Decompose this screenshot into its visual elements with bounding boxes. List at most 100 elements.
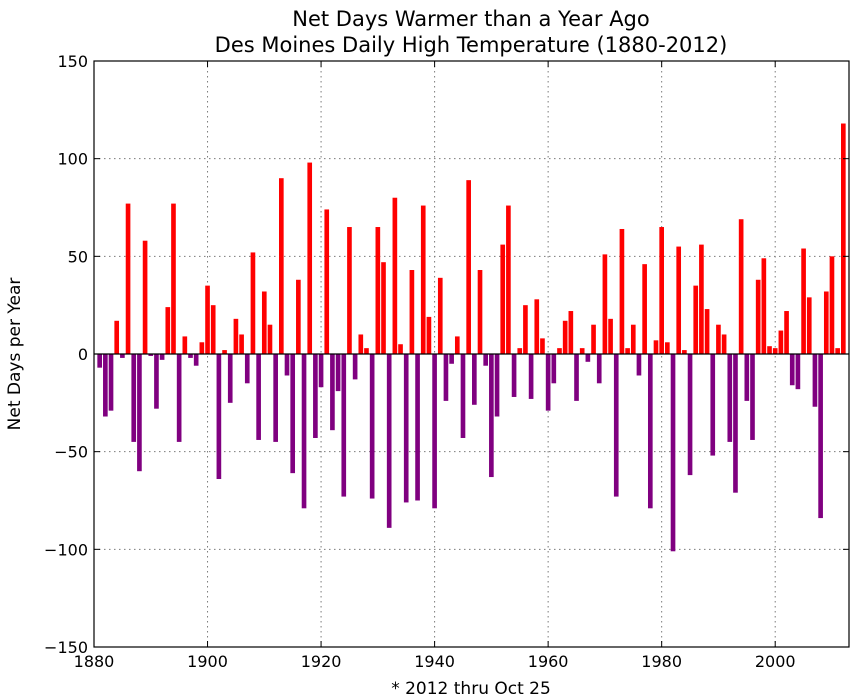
bar-1981 <box>665 342 670 354</box>
bar-2006 <box>806 297 812 354</box>
bar-1992 <box>727 354 733 442</box>
y-tick-label: 0 <box>78 345 88 364</box>
bar-1997 <box>755 279 761 354</box>
bar-1911 <box>267 324 273 354</box>
bar-1966 <box>579 348 585 354</box>
bar-1991 <box>721 334 727 354</box>
bar-2012 <box>841 123 846 354</box>
bar-1940 <box>432 354 437 509</box>
x-tick-label: 1880 <box>74 652 115 671</box>
bar-1904 <box>227 354 233 403</box>
bar-1885 <box>120 354 125 358</box>
bar-1908 <box>250 252 256 354</box>
bar-1971 <box>608 318 613 354</box>
bar-1929 <box>369 354 375 499</box>
bar-1988 <box>704 309 710 354</box>
bar-1995 <box>744 354 750 401</box>
x-tick-label: 1920 <box>301 652 342 671</box>
bar-1979 <box>653 340 659 354</box>
bar-2008 <box>818 354 823 519</box>
bar-2002 <box>784 311 789 354</box>
bar-2000 <box>772 348 778 354</box>
bar-1963 <box>562 320 568 354</box>
bar-1905 <box>233 318 239 354</box>
bar-1935 <box>403 354 409 503</box>
bar-2003 <box>789 354 795 386</box>
bar-1928 <box>364 348 369 354</box>
bar-1982 <box>670 354 676 552</box>
y-tick-label: −150 <box>44 638 88 657</box>
bar-1886 <box>125 203 131 354</box>
bar-1967 <box>585 354 591 362</box>
bar-1930 <box>375 227 381 354</box>
bar-1919 <box>313 354 318 438</box>
bar-1924 <box>341 354 347 497</box>
bar-1927 <box>358 334 364 354</box>
bar-1943 <box>449 354 454 364</box>
bar-1881 <box>97 354 102 368</box>
bar-1990 <box>716 324 721 354</box>
bar-1891 <box>154 354 159 409</box>
bar-1951 <box>494 354 500 417</box>
y-tick-label: 150 <box>57 52 88 71</box>
bar-1915 <box>290 354 296 474</box>
bar-1942 <box>443 354 449 401</box>
bar-1937 <box>415 354 420 501</box>
bar-1996 <box>750 354 755 440</box>
bar-1968 <box>591 324 596 354</box>
bar-1897 <box>188 354 193 358</box>
x-tick-label: 1940 <box>414 652 455 671</box>
bar-1902 <box>216 354 222 480</box>
bar-1978 <box>647 354 653 509</box>
bar-1958 <box>534 299 540 354</box>
bar-1922 <box>330 354 335 431</box>
y-tick-label: 50 <box>68 247 88 266</box>
bar-1926 <box>352 354 358 380</box>
bar-1989 <box>710 354 716 456</box>
bar-1893 <box>165 307 171 354</box>
bar-1956 <box>523 305 528 354</box>
bars <box>97 123 846 552</box>
bar-1925 <box>347 227 352 354</box>
bar-1973 <box>619 228 625 354</box>
bar-1913 <box>279 178 284 354</box>
bar-1987 <box>699 244 704 354</box>
bar-2010 <box>829 256 835 354</box>
bar-1912 <box>273 354 278 442</box>
bar-1998 <box>761 258 767 354</box>
bar-1950 <box>489 354 494 478</box>
bar-1931 <box>381 262 386 354</box>
y-tick-label: −100 <box>44 540 88 559</box>
y-axis-label: Net Days per Year <box>5 278 25 431</box>
bar-1974 <box>625 348 630 354</box>
bar-1909 <box>256 354 261 440</box>
bar-1882 <box>103 354 108 417</box>
bar-1900 <box>205 285 210 354</box>
bar-1948 <box>477 270 483 354</box>
bar-1898 <box>193 354 199 366</box>
y-tick-label: 100 <box>57 150 88 169</box>
bar-1986 <box>693 285 699 354</box>
bar-1947 <box>472 354 477 405</box>
bar-1883 <box>108 354 114 411</box>
x-axis-label: * 2012 thru Oct 25 <box>391 679 551 699</box>
bar-1994 <box>738 219 744 354</box>
bar-1980 <box>659 227 664 354</box>
bar-1899 <box>199 342 205 354</box>
bar-1895 <box>176 354 182 442</box>
bar-1923 <box>335 354 341 392</box>
bar-1993 <box>733 354 738 493</box>
bar-1941 <box>437 277 443 354</box>
bar-1917 <box>301 354 307 509</box>
bar-1961 <box>551 354 557 384</box>
bar-1946 <box>466 180 471 354</box>
bar-1959 <box>540 338 545 354</box>
bar-1918 <box>307 162 313 354</box>
bar-1953 <box>506 205 511 354</box>
bar-1914 <box>284 354 290 376</box>
bar-2004 <box>795 354 801 390</box>
bar-1936 <box>409 270 415 354</box>
bar-1920 <box>318 354 324 388</box>
